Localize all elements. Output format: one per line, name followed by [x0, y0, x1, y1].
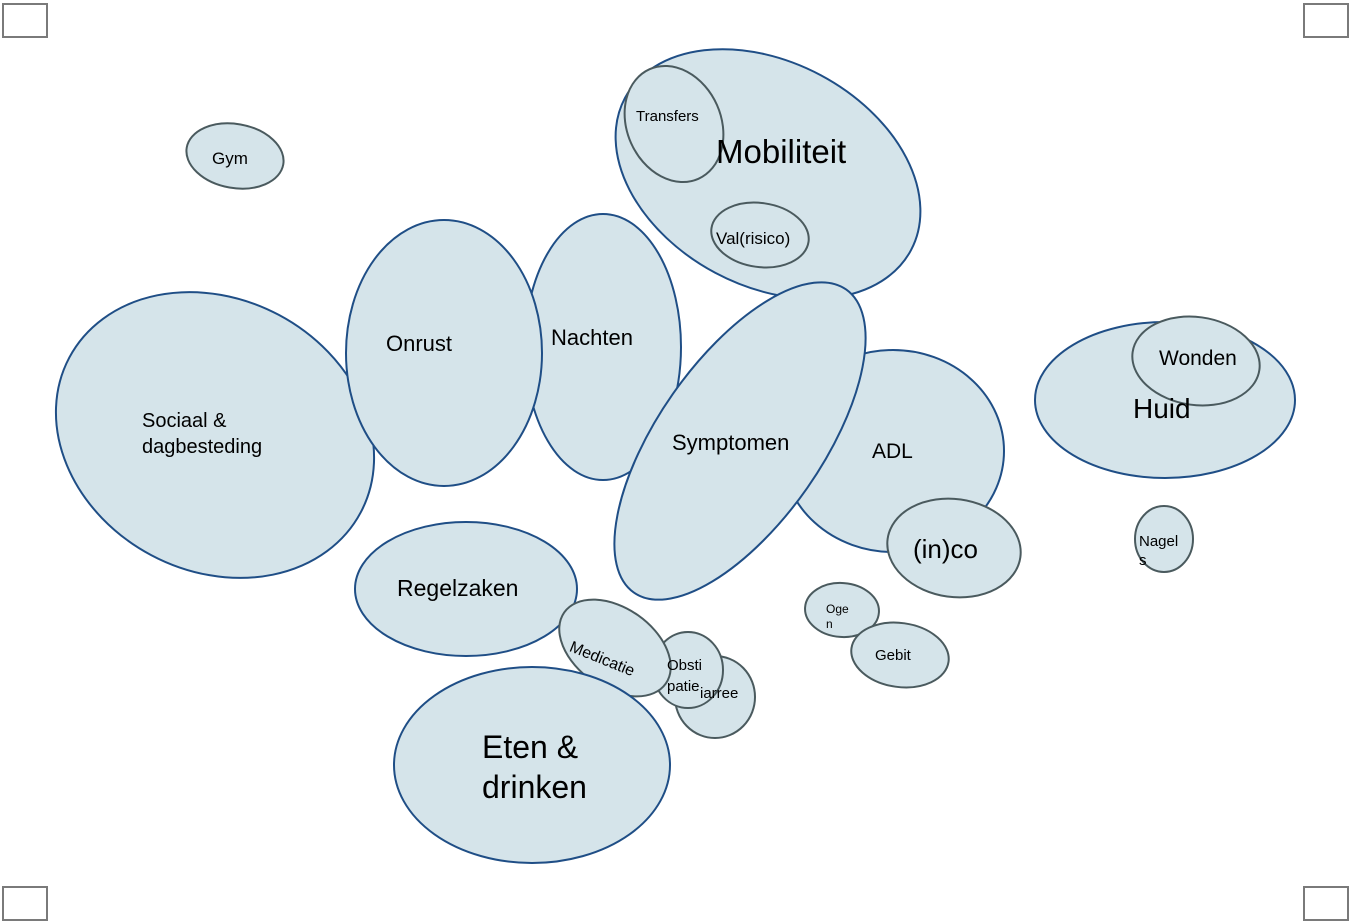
bubble-inco [886, 497, 1022, 599]
bubble-valrisico [710, 201, 810, 269]
bubble-wonden [1131, 315, 1261, 407]
label-wonden: Wonden [1159, 347, 1237, 370]
label-nagels: Nagel s [1139, 533, 1179, 569]
bubble-transfers [623, 64, 725, 184]
bubble-onrust [345, 219, 543, 487]
corner-marker-top-right [1303, 3, 1349, 38]
label-sociaal-dagbesteding: Sociaal & dagbesteding [142, 410, 263, 458]
bubble-nagels [1134, 505, 1194, 573]
bubble-ogen [804, 581, 880, 639]
label-nachten: Nachten [551, 325, 633, 350]
bubble-regelzaken [354, 521, 578, 657]
label-gym: Gym [212, 149, 248, 168]
label-ogen: Oge n [826, 602, 849, 631]
bubble-gym [185, 122, 285, 190]
label-onrust: Onrust [386, 331, 453, 356]
label-diarree: iarree [700, 685, 739, 702]
label-obstipatie: Obsti patie [667, 657, 703, 695]
label-transfers: Transfers [636, 108, 699, 125]
corner-marker-top-left [2, 3, 48, 38]
label-valrisico: Val(risico) [716, 229, 791, 248]
bubble-eten-drinken [393, 666, 671, 864]
label-regelzaken: Regelzaken [397, 575, 519, 601]
bubble-sociaal-dagbesteding [54, 291, 376, 579]
label-gebit: Gebit [875, 647, 911, 664]
bubble-symptomen [613, 281, 867, 601]
bubble-gebit [850, 621, 950, 689]
label-symptomen: Symptomen [672, 430, 790, 455]
label-eten-drinken: Eten & drinken [482, 729, 587, 805]
label-huid: Huid [1133, 393, 1191, 424]
label-inco: (in)co [913, 534, 979, 564]
corner-marker-bottom-right [1303, 886, 1349, 921]
corner-marker-bottom-left [2, 886, 48, 921]
label-mobiliteit: Mobiliteit [716, 133, 847, 170]
label-adl: ADL [872, 440, 913, 463]
